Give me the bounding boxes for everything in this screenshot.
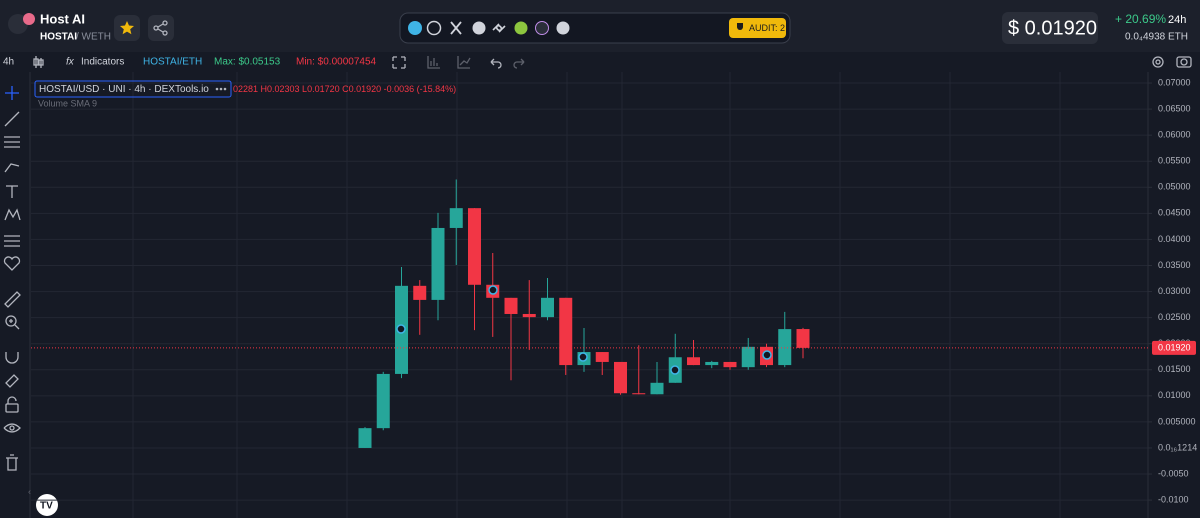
price-line-label: 0.01920 [1158,343,1191,353]
ohlc-legend: 02281 H0.02303 L0.01720 C0.01920 -0.0036… [233,84,456,94]
telegram-icon[interactable] [472,21,486,35]
candle-body [595,352,609,362]
candle-body [431,227,445,300]
share-icon [153,20,168,36]
star-icon [119,21,134,35]
candle-body [522,313,536,318]
trade-marker[interactable] [670,365,680,375]
web-icon[interactable] [426,20,442,36]
y-tick-label: -0.0050 [1158,468,1189,478]
legend-box[interactable] [34,80,232,98]
tradingview-logo[interactable] [36,494,58,516]
token-logo-badge [23,13,35,25]
audit-badge[interactable] [729,18,786,38]
social-bar [399,12,791,44]
price-box [1002,12,1098,44]
min-price: Min: $0.00007454 [296,57,377,68]
share-button[interactable] [148,15,174,41]
max-price: Max: $0.05153 [214,57,281,68]
candle-body [614,361,627,394]
audit-label: AUDIT: 2 [749,23,785,33]
indicators[interactable]: Indicators [81,57,124,68]
pair-link[interactable]: HOSTAI/ETH [143,57,202,68]
more-icon[interactable] [556,21,570,35]
legend-title: HOSTAI/USD · UNI · 4h · DEXTools.io [39,84,209,95]
y-tick-label: 0.04000 [1158,234,1191,244]
y-tick-label: 0.005000 [1158,416,1196,426]
price: $ 0.01920 [1008,17,1097,39]
uniswap-icon[interactable] [514,21,528,35]
y-tick-label: 0.01000 [1158,390,1191,400]
candle-body [741,346,755,368]
scan-icon[interactable] [535,21,549,35]
social-icons [408,20,570,36]
candle-body [705,361,719,366]
interval[interactable]: 4h [3,57,14,68]
trade-marker[interactable] [578,352,588,362]
tradingview-logo-text: TV [40,501,53,512]
social-icon[interactable] [408,21,422,35]
candle-body [650,382,664,395]
eth-label: ETH [1168,32,1188,43]
link-icon[interactable] [492,23,506,33]
y-tick-label: 0.06000 [1158,130,1191,140]
candle-type-icon[interactable] [33,56,44,68]
indicator-label: Volume SMA 9 [38,98,97,108]
token-name: Host AI [40,11,85,26]
trade-markers [396,285,772,375]
candle-body [504,297,518,314]
price-change: + 20.69% [1115,12,1166,26]
pair-base: HOSTAI [40,32,77,43]
price-eth: 0.0₄4938 [1125,32,1166,43]
candle-body [413,285,427,300]
candle-body [723,361,737,368]
collapse-arrow[interactable]: ‹ [28,486,31,496]
price-line-label-box [1152,340,1196,355]
vertical-grid [31,72,1148,518]
legend-more[interactable] [215,87,227,91]
pair-quote: / WETH [76,32,111,43]
audit-icon [737,23,743,30]
y-tick-label: -0.0100 [1158,494,1189,504]
trade-marker[interactable] [396,324,406,334]
y-tick-label: 0.01500 [1158,364,1191,374]
candle-body [559,297,573,366]
candle-body [449,208,463,228]
y-tick-label: 0.06500 [1158,103,1191,113]
trade-marker[interactable] [488,285,498,295]
trade-marker[interactable] [762,350,772,360]
y-tick-label: 0.05500 [1158,156,1191,166]
candle-body [376,373,390,429]
x-icon[interactable] [450,21,462,35]
candle-body [541,297,554,318]
candle-body [778,329,792,366]
drawing-tools[interactable] [3,86,21,471]
toolbar-icons[interactable] [392,56,1192,69]
y-tick-label: 0.02500 [1158,312,1191,322]
y-tick-label: 0.0₁₆1214 [1158,442,1197,452]
y-tick-label: 0.04500 [1158,208,1191,218]
y-tick-label: 0.03500 [1158,260,1191,270]
candle-body [796,329,810,348]
candle-body [687,357,700,366]
fx-icon: fx [66,57,75,68]
y-tick-label: 0.05000 [1158,182,1191,192]
change-period: 24h [1168,14,1186,26]
candle-body [358,428,372,448]
y-tick-label: 0.03000 [1158,286,1191,296]
y-tick-label: 0.07000 [1158,77,1191,87]
candle-body [632,393,646,395]
candle-body [468,208,481,285]
